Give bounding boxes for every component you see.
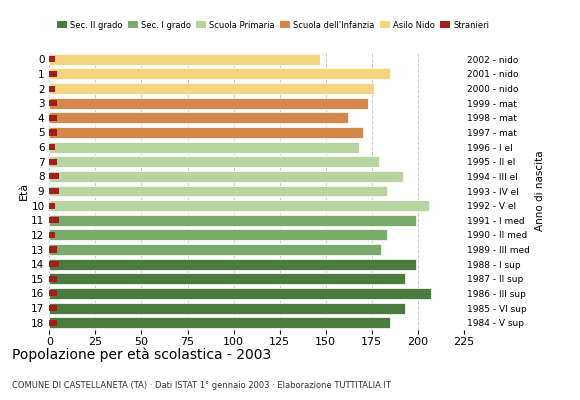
Bar xyxy=(49,215,416,226)
Bar xyxy=(49,156,379,167)
Legend: Sec. II grado, Sec. I grado, Scuola Primaria, Scuola dell'Infanzia, Asilo Nido, : Sec. II grado, Sec. I grado, Scuola Prim… xyxy=(53,17,492,33)
Y-axis label: Anno di nascita: Anno di nascita xyxy=(535,151,545,231)
Bar xyxy=(49,290,57,296)
Bar xyxy=(49,86,55,92)
Bar xyxy=(49,173,59,180)
Bar xyxy=(49,244,381,255)
Bar xyxy=(49,288,431,299)
Bar xyxy=(49,320,57,326)
Bar xyxy=(49,71,57,77)
Bar xyxy=(49,83,374,94)
Bar xyxy=(49,217,59,223)
Y-axis label: Età: Età xyxy=(19,182,28,200)
Bar xyxy=(49,144,55,150)
Bar xyxy=(49,56,55,62)
Text: COMUNE DI CASTELLANETA (TA) · Dati ISTAT 1° gennaio 2003 · Elaborazione TUTTITAL: COMUNE DI CASTELLANETA (TA) · Dati ISTAT… xyxy=(12,381,390,390)
Bar xyxy=(49,302,405,314)
Bar xyxy=(49,115,57,121)
Bar xyxy=(49,232,55,238)
Bar xyxy=(49,259,416,270)
Bar xyxy=(49,171,403,182)
Bar xyxy=(49,130,57,136)
Bar xyxy=(49,186,387,196)
Bar xyxy=(49,246,57,252)
Bar xyxy=(49,98,368,109)
Bar xyxy=(49,142,359,152)
Bar xyxy=(49,127,363,138)
Bar xyxy=(49,100,57,106)
Bar xyxy=(49,112,348,123)
Bar xyxy=(49,305,57,311)
Bar xyxy=(49,68,390,80)
Bar xyxy=(49,230,387,240)
Bar xyxy=(49,273,405,284)
Bar xyxy=(49,159,57,165)
Bar xyxy=(49,202,55,209)
Bar xyxy=(49,54,320,65)
Bar xyxy=(49,261,59,267)
Text: Popolazione per età scolastica - 2003: Popolazione per età scolastica - 2003 xyxy=(12,348,271,362)
Bar xyxy=(49,200,429,211)
Bar xyxy=(49,276,57,282)
Bar xyxy=(49,188,59,194)
Bar xyxy=(49,317,390,328)
